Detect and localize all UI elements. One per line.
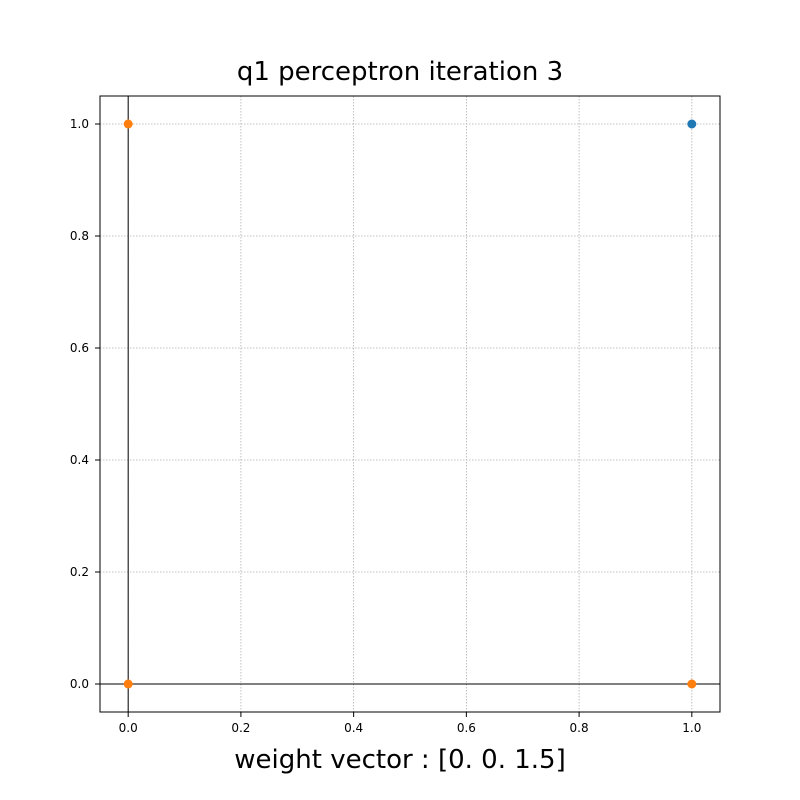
x-tick-label: 0.4 [344, 721, 363, 735]
data-point [123, 119, 133, 129]
y-axis-ticks: 0.0 0.2 0.4 0.6 0.8 1.0 [70, 117, 100, 691]
x-tick-label: 0.0 [119, 721, 138, 735]
data-point [123, 679, 133, 689]
zero-axis-lines [100, 96, 720, 712]
x-axis-label: weight vector : [0. 0. 1.5] [234, 745, 565, 775]
x-tick-label: 0.6 [457, 721, 476, 735]
data-point [687, 679, 697, 689]
x-tick-label: 0.8 [570, 721, 589, 735]
y-tick-label: 0.0 [70, 677, 89, 691]
chart-title: q1 perceptron iteration 3 [237, 57, 563, 87]
x-axis-ticks: 0.0 0.2 0.4 0.6 0.8 1.0 [119, 712, 701, 735]
y-tick-label: 0.6 [70, 341, 89, 355]
grid-lines [100, 96, 720, 712]
y-tick-label: 0.8 [70, 229, 89, 243]
data-points [123, 119, 697, 689]
y-tick-label: 1.0 [70, 117, 89, 131]
x-tick-label: 1.0 [682, 721, 701, 735]
y-tick-label: 0.4 [70, 453, 89, 467]
data-point [687, 119, 697, 129]
plot-area-frame [99, 95, 721, 713]
y-tick-label: 0.2 [70, 565, 89, 579]
x-tick-label: 0.2 [231, 721, 250, 735]
